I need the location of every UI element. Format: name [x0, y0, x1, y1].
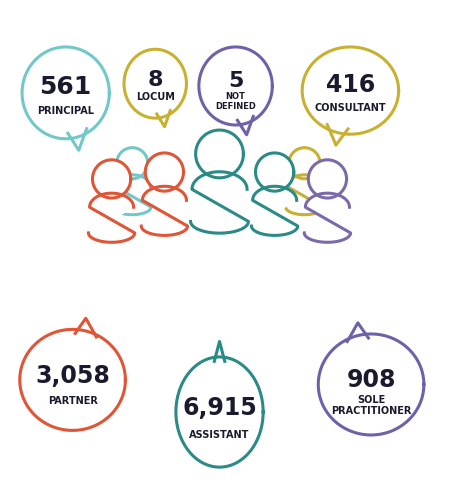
Text: PRINCIPAL: PRINCIPAL: [37, 106, 94, 116]
Polygon shape: [347, 323, 368, 342]
Polygon shape: [327, 124, 348, 145]
Polygon shape: [20, 329, 125, 430]
Text: 6,915: 6,915: [182, 395, 257, 420]
Text: LOCUM: LOCUM: [136, 93, 175, 103]
Polygon shape: [88, 193, 135, 243]
Polygon shape: [92, 160, 131, 198]
Polygon shape: [199, 47, 272, 125]
Polygon shape: [68, 128, 86, 150]
Polygon shape: [191, 172, 249, 233]
Polygon shape: [124, 49, 187, 118]
Text: 416: 416: [326, 73, 375, 97]
Text: 3,058: 3,058: [35, 364, 110, 388]
Text: 8: 8: [147, 70, 163, 90]
Polygon shape: [75, 318, 97, 337]
Polygon shape: [114, 175, 151, 215]
Polygon shape: [304, 193, 351, 243]
Polygon shape: [146, 153, 183, 191]
Polygon shape: [286, 175, 323, 215]
Polygon shape: [195, 130, 243, 178]
Polygon shape: [157, 111, 170, 126]
Polygon shape: [117, 148, 148, 179]
Polygon shape: [308, 160, 346, 198]
Text: ASSISTANT: ASSISTANT: [189, 430, 249, 440]
Polygon shape: [255, 153, 294, 191]
Text: 908: 908: [346, 369, 396, 392]
Text: NOT
DEFINED: NOT DEFINED: [215, 92, 256, 111]
Polygon shape: [141, 186, 188, 236]
Text: SOLE
PRACTITIONER: SOLE PRACTITIONER: [331, 395, 411, 416]
Text: 561: 561: [40, 75, 92, 100]
Polygon shape: [237, 117, 253, 135]
Text: 5: 5: [228, 71, 243, 91]
Polygon shape: [251, 186, 298, 236]
Polygon shape: [302, 47, 399, 134]
Polygon shape: [176, 357, 263, 467]
Polygon shape: [318, 334, 424, 435]
Polygon shape: [214, 342, 225, 362]
Text: PARTNER: PARTNER: [48, 396, 97, 406]
Text: CONSULTANT: CONSULTANT: [315, 103, 386, 113]
Polygon shape: [289, 148, 320, 179]
Polygon shape: [22, 47, 109, 139]
